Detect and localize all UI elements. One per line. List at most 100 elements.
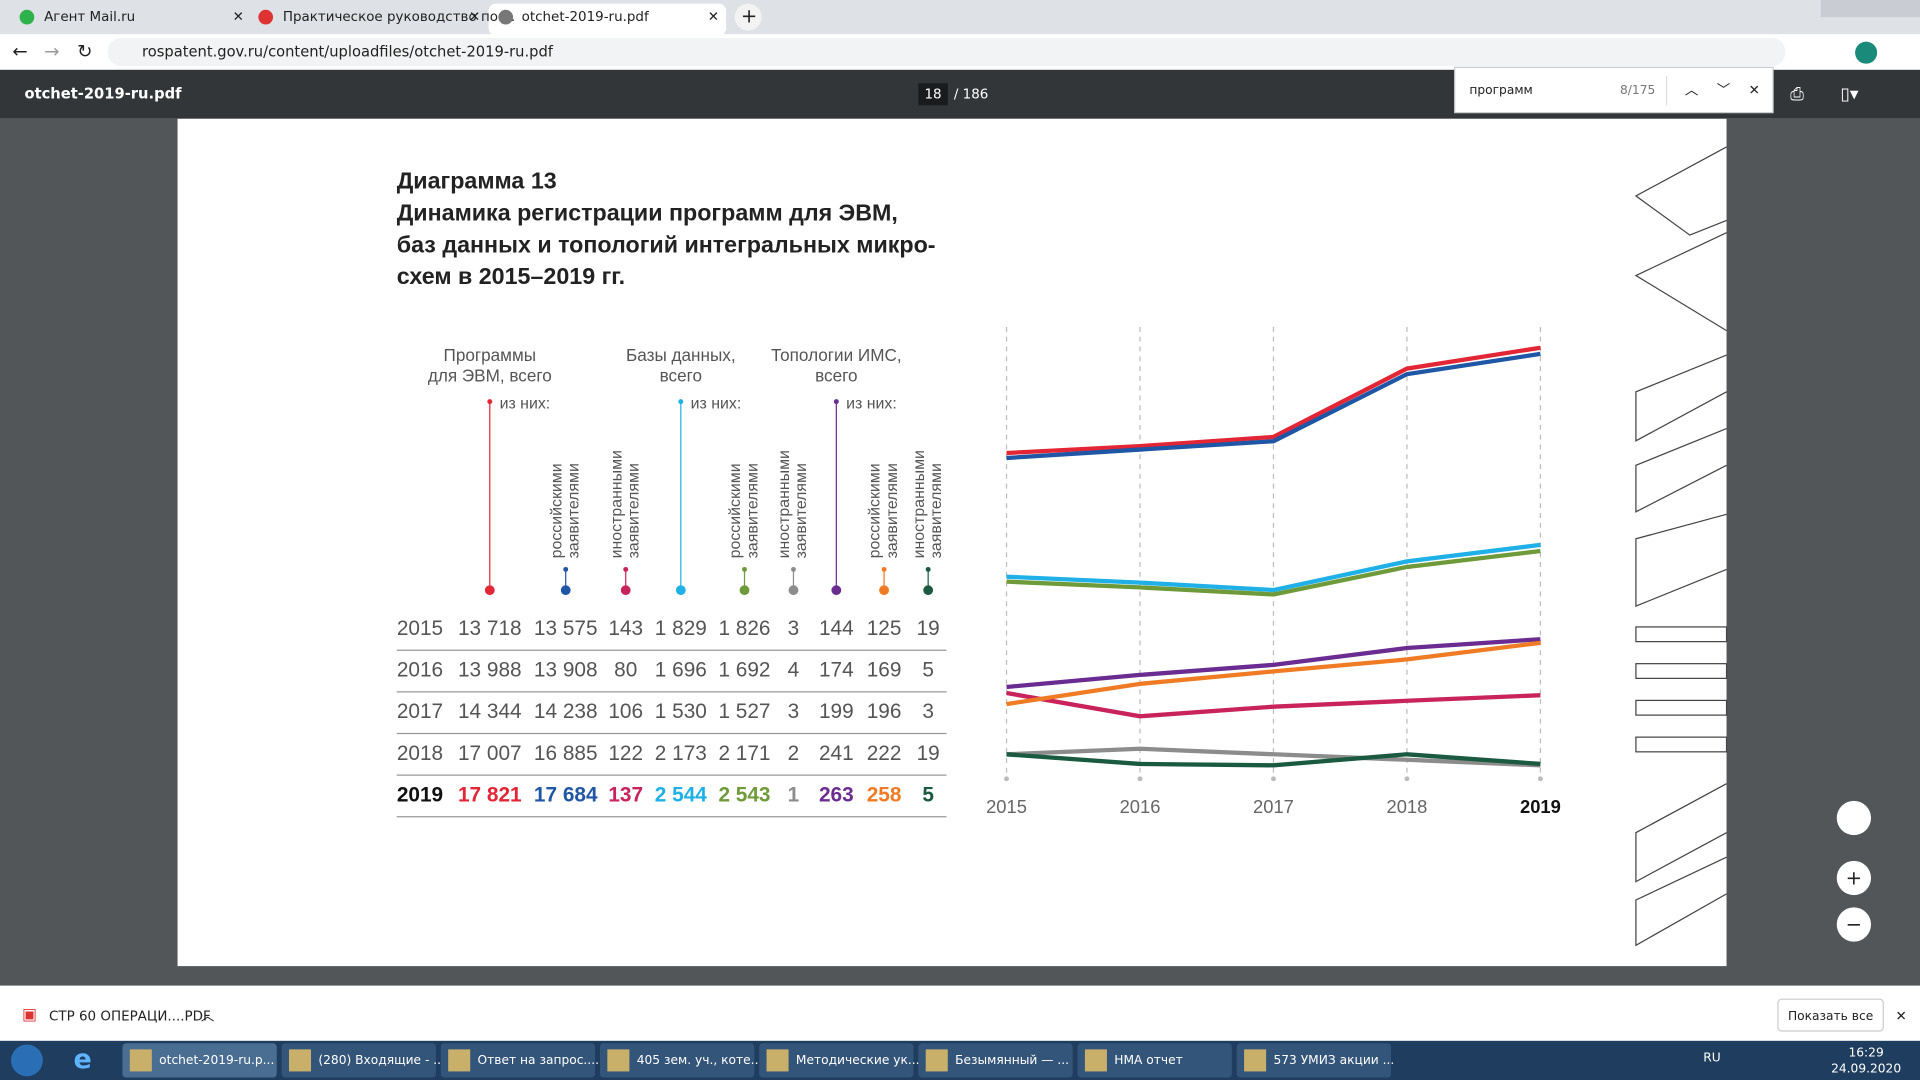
marker (788, 585, 799, 596)
heading: Диаграмма 13 (397, 168, 557, 194)
value-cell: 143 (608, 617, 643, 640)
value-cell: 174 (819, 659, 854, 682)
downloads-close[interactable]: ✕ (1896, 1009, 1907, 1024)
x-tick-label: 2015 (986, 796, 1027, 817)
zoom-in-icon: + (1846, 867, 1862, 890)
find-close[interactable]: ✕ (1749, 84, 1760, 99)
page-number[interactable]: 18 (924, 87, 941, 102)
taskbar-label[interactable]: Безымянный — ... (955, 1053, 1069, 1067)
taskbar-label[interactable]: (280) Входящие - ... (318, 1053, 445, 1067)
value-cell: 1 530 (655, 700, 707, 723)
sub-label: заявителями (793, 463, 810, 558)
taskbar-item[interactable] (440, 1043, 596, 1078)
value-cell: 2 543 (718, 783, 770, 806)
decoration (1634, 146, 1728, 947)
window-controls[interactable] (1820, 0, 1920, 18)
taskbar-item[interactable] (1236, 1043, 1392, 1078)
marker (739, 585, 750, 596)
value-cell: 199 (819, 700, 854, 723)
marker (879, 585, 889, 596)
year-cell: 2018 (397, 742, 443, 765)
value-cell: 3 (922, 700, 934, 723)
find-next[interactable]: ﹀ (1717, 83, 1730, 99)
taskbar-label[interactable]: 573 УМИЗ акции ... (1273, 1053, 1394, 1067)
zoom-out-icon: − (1846, 913, 1862, 936)
x-tick (1271, 776, 1276, 782)
find-prev[interactable]: ︿ (1685, 84, 1698, 99)
taskbar-label[interactable]: НМА отчет (1114, 1053, 1183, 1067)
x-tick-label: 2016 (1120, 796, 1161, 817)
taskbar-label[interactable]: otchet-2019-ru.p... (159, 1053, 274, 1067)
value-cell: 196 (867, 700, 902, 723)
taskbar-icon (766, 1049, 789, 1072)
back[interactable]: ← (12, 42, 27, 63)
sub-label: иностранными (608, 450, 625, 558)
taskbar-item[interactable] (1077, 1043, 1232, 1078)
taskbar-label[interactable]: Ответ на запрос.... (478, 1053, 599, 1067)
profile[interactable] (1855, 41, 1878, 64)
series-line (1006, 351, 1541, 461)
zoom-in[interactable] (1836, 860, 1872, 896)
taskbar-item[interactable] (281, 1043, 436, 1078)
value-cell: 3 (788, 700, 800, 723)
lang[interactable]: RU (1703, 1050, 1720, 1064)
page-box[interactable] (918, 83, 948, 106)
tab-title[interactable]: Практическое руководство по ... (283, 10, 515, 25)
print[interactable]: ⎙ (1790, 84, 1804, 104)
group-label: Программы (444, 345, 537, 365)
x-tick (1537, 776, 1543, 782)
series-line (1006, 690, 1541, 719)
value-cell: 1 826 (718, 617, 770, 640)
taskbar-icon (607, 1049, 630, 1072)
value-cell: 14 238 (534, 700, 598, 723)
show-all-button[interactable] (1777, 998, 1884, 1032)
tab-close[interactable]: ✕ (233, 10, 244, 25)
series-line (1006, 548, 1541, 597)
taskbar-label[interactable]: Методические ук... (796, 1053, 920, 1067)
reload[interactable]: ↻ (77, 42, 92, 63)
show-all[interactable]: Показать все (1788, 1009, 1873, 1023)
taskbar-label[interactable]: 405 зем. уч., коте... (637, 1053, 763, 1067)
zoom-out[interactable] (1836, 907, 1872, 942)
tab-title[interactable]: otchet-2019-ru.pdf (522, 10, 649, 25)
value-cell: 80 (614, 659, 637, 682)
active-tab[interactable] (488, 3, 727, 36)
group-label: для ЭВМ, всего (428, 366, 552, 386)
year-cell: 2019 (397, 783, 443, 806)
start[interactable] (11, 1044, 43, 1077)
tab-title[interactable]: Агент Mail.ru (44, 10, 135, 25)
new-tab-icon: + (741, 5, 757, 28)
document: Диаграмма 13 Динамика регистрации програ… (397, 168, 936, 290)
value-cell: 1 (788, 783, 800, 806)
omnibox[interactable] (107, 37, 1786, 67)
x-tick-label: 2018 (1387, 796, 1428, 817)
marker (831, 585, 842, 596)
value-cell: 17 684 (534, 783, 598, 806)
taskbar-icon (288, 1049, 312, 1072)
series-line (1006, 752, 1541, 768)
find-query[interactable]: программ (1469, 83, 1532, 97)
value-cell: 4 (788, 659, 800, 682)
group-note: из них: (846, 395, 897, 412)
new-tab[interactable] (734, 3, 762, 31)
taskbar-item[interactable] (122, 1043, 277, 1078)
download-file[interactable]: СТР 60 ОПЕРАЦИ....PDF (49, 1009, 211, 1024)
forward[interactable]: → (44, 42, 59, 63)
bookmark[interactable]: ▯▾ (1840, 84, 1858, 104)
tab-close[interactable]: ✕ (469, 10, 480, 25)
taskbar-icon (1244, 1049, 1267, 1072)
tab-close[interactable]: ✕ (708, 10, 719, 25)
taskbar-item[interactable] (759, 1043, 914, 1078)
taskbar-item[interactable] (918, 1043, 1073, 1078)
downloads-bar (0, 985, 1920, 1041)
value-cell: 1 696 (655, 659, 707, 682)
fit-button[interactable] (1836, 800, 1872, 836)
download-menu[interactable]: ︿ (201, 1009, 214, 1024)
value-cell: 2 173 (655, 742, 707, 765)
ie-icon[interactable]: e (73, 1044, 91, 1075)
value-cell: 13 575 (534, 617, 598, 640)
pdf-icon: ▣ (22, 1005, 37, 1024)
url[interactable]: rospatent.gov.ru/content/uploadfiles/otc… (142, 44, 554, 61)
taskbar-item[interactable] (600, 1043, 755, 1078)
